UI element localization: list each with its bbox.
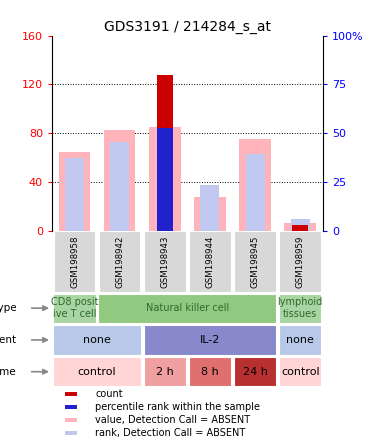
- Title: GDS3191 / 214284_s_at: GDS3191 / 214284_s_at: [104, 20, 271, 35]
- Bar: [291, 219, 310, 231]
- Text: none: none: [83, 335, 111, 345]
- Text: lymphoid
tissues: lymphoid tissues: [278, 297, 323, 319]
- Text: control: control: [78, 367, 116, 377]
- Bar: [194, 197, 226, 231]
- Text: time: time: [0, 367, 17, 377]
- Text: 2 h: 2 h: [156, 367, 174, 377]
- Bar: [279, 357, 321, 386]
- Text: 24 h: 24 h: [243, 367, 267, 377]
- Bar: [104, 130, 135, 231]
- Bar: [234, 231, 276, 292]
- Bar: [279, 231, 321, 292]
- Bar: [292, 225, 308, 231]
- Bar: [157, 75, 173, 231]
- Text: GSM198958: GSM198958: [70, 235, 79, 288]
- Bar: [189, 231, 231, 292]
- Text: 8 h: 8 h: [201, 367, 219, 377]
- Bar: [110, 142, 129, 231]
- Bar: [66, 418, 77, 422]
- Text: Natural killer cell: Natural killer cell: [146, 303, 229, 313]
- Bar: [279, 293, 321, 323]
- Text: GSM198959: GSM198959: [296, 235, 305, 288]
- Bar: [157, 128, 173, 231]
- Bar: [200, 185, 219, 231]
- Text: cell type: cell type: [0, 303, 17, 313]
- Bar: [53, 325, 141, 355]
- Bar: [66, 431, 77, 435]
- Bar: [98, 293, 276, 323]
- Bar: [246, 154, 265, 231]
- Bar: [59, 152, 90, 231]
- Bar: [234, 357, 276, 386]
- Bar: [53, 293, 96, 323]
- Text: none: none: [286, 335, 314, 345]
- Bar: [144, 357, 186, 386]
- Bar: [53, 357, 141, 386]
- Text: count: count: [95, 389, 123, 399]
- Text: IL-2: IL-2: [200, 335, 220, 345]
- Text: CD8 posit
ive T cell: CD8 posit ive T cell: [51, 297, 98, 319]
- Bar: [65, 158, 84, 231]
- Text: agent: agent: [0, 335, 17, 345]
- Bar: [99, 231, 140, 292]
- Bar: [285, 222, 316, 231]
- Text: GSM198943: GSM198943: [160, 235, 169, 288]
- Text: control: control: [281, 367, 319, 377]
- Bar: [279, 325, 321, 355]
- Text: GSM198945: GSM198945: [250, 235, 260, 288]
- Bar: [144, 231, 186, 292]
- Bar: [54, 231, 95, 292]
- Bar: [149, 127, 181, 231]
- Text: GSM198944: GSM198944: [206, 235, 214, 288]
- Text: GSM198942: GSM198942: [115, 235, 124, 288]
- Bar: [66, 405, 77, 409]
- Bar: [239, 139, 271, 231]
- Text: value, Detection Call = ABSENT: value, Detection Call = ABSENT: [95, 415, 250, 425]
- Text: percentile rank within the sample: percentile rank within the sample: [95, 402, 260, 412]
- Text: rank, Detection Call = ABSENT: rank, Detection Call = ABSENT: [95, 428, 246, 438]
- Bar: [144, 325, 276, 355]
- Bar: [66, 392, 77, 396]
- Bar: [189, 357, 231, 386]
